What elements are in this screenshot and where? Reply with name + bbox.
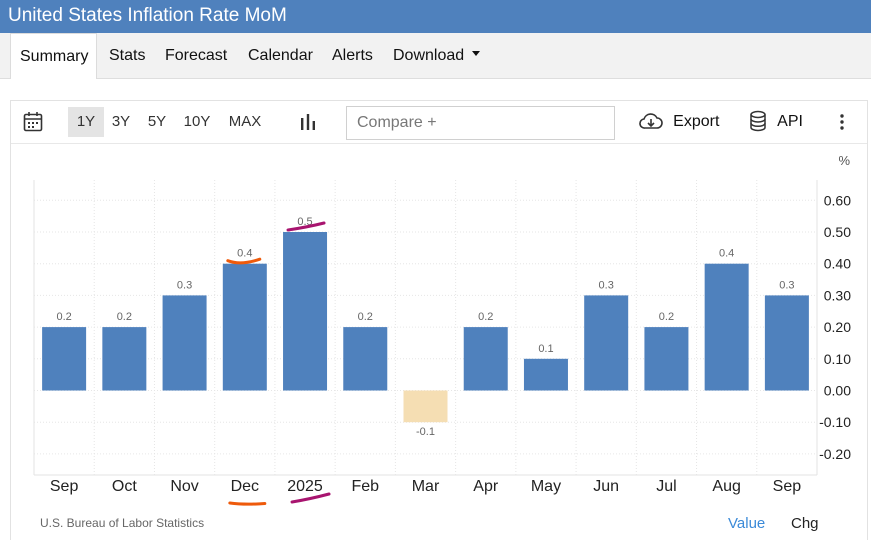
- chart-toolbar: 1Y 3Y 5Y 10Y MAX Export: [11, 101, 867, 144]
- source-label: U.S. Bureau of Labor Statistics: [40, 516, 205, 530]
- nav-tabs: Summary Stats Forecast Calendar Alerts D…: [0, 33, 871, 79]
- range-max-button[interactable]: MAX: [228, 113, 262, 130]
- range-3y-button[interactable]: 3Y: [111, 113, 131, 130]
- range-1y-button[interactable]: 1Y: [68, 107, 104, 137]
- range-5y-button[interactable]: 5Y: [147, 113, 167, 130]
- value-link[interactable]: Value: [728, 515, 766, 532]
- bar-chart-icon[interactable]: [296, 107, 320, 137]
- tab-stats[interactable]: Stats: [109, 47, 146, 64]
- api-label: API: [777, 113, 803, 130]
- api-button[interactable]: API: [749, 107, 809, 137]
- chg-link[interactable]: Chg: [791, 515, 819, 532]
- chart-panel: 1Y 3Y 5Y 10Y MAX Export: [10, 100, 868, 540]
- tab-download[interactable]: Download: [393, 33, 481, 78]
- tab-summary[interactable]: Summary: [10, 33, 97, 79]
- export-button[interactable]: Export: [638, 107, 720, 137]
- tab-forecast[interactable]: Forecast: [165, 47, 228, 64]
- range-10y-button[interactable]: 10Y: [183, 113, 211, 130]
- export-label: Export: [673, 113, 720, 130]
- page-title: United States Inflation Rate MoM: [0, 0, 871, 33]
- calendar-icon[interactable]: [20, 107, 46, 137]
- more-vertical-icon[interactable]: [833, 107, 851, 137]
- database-icon: [750, 110, 766, 132]
- tab-alerts[interactable]: Alerts: [332, 47, 373, 64]
- chevron-down-icon: [472, 51, 481, 57]
- compare-input[interactable]: [346, 106, 615, 140]
- tab-calendar[interactable]: Calendar: [248, 47, 313, 64]
- tab-download-label: Download: [393, 47, 465, 64]
- cloud-download-icon: [639, 113, 663, 129]
